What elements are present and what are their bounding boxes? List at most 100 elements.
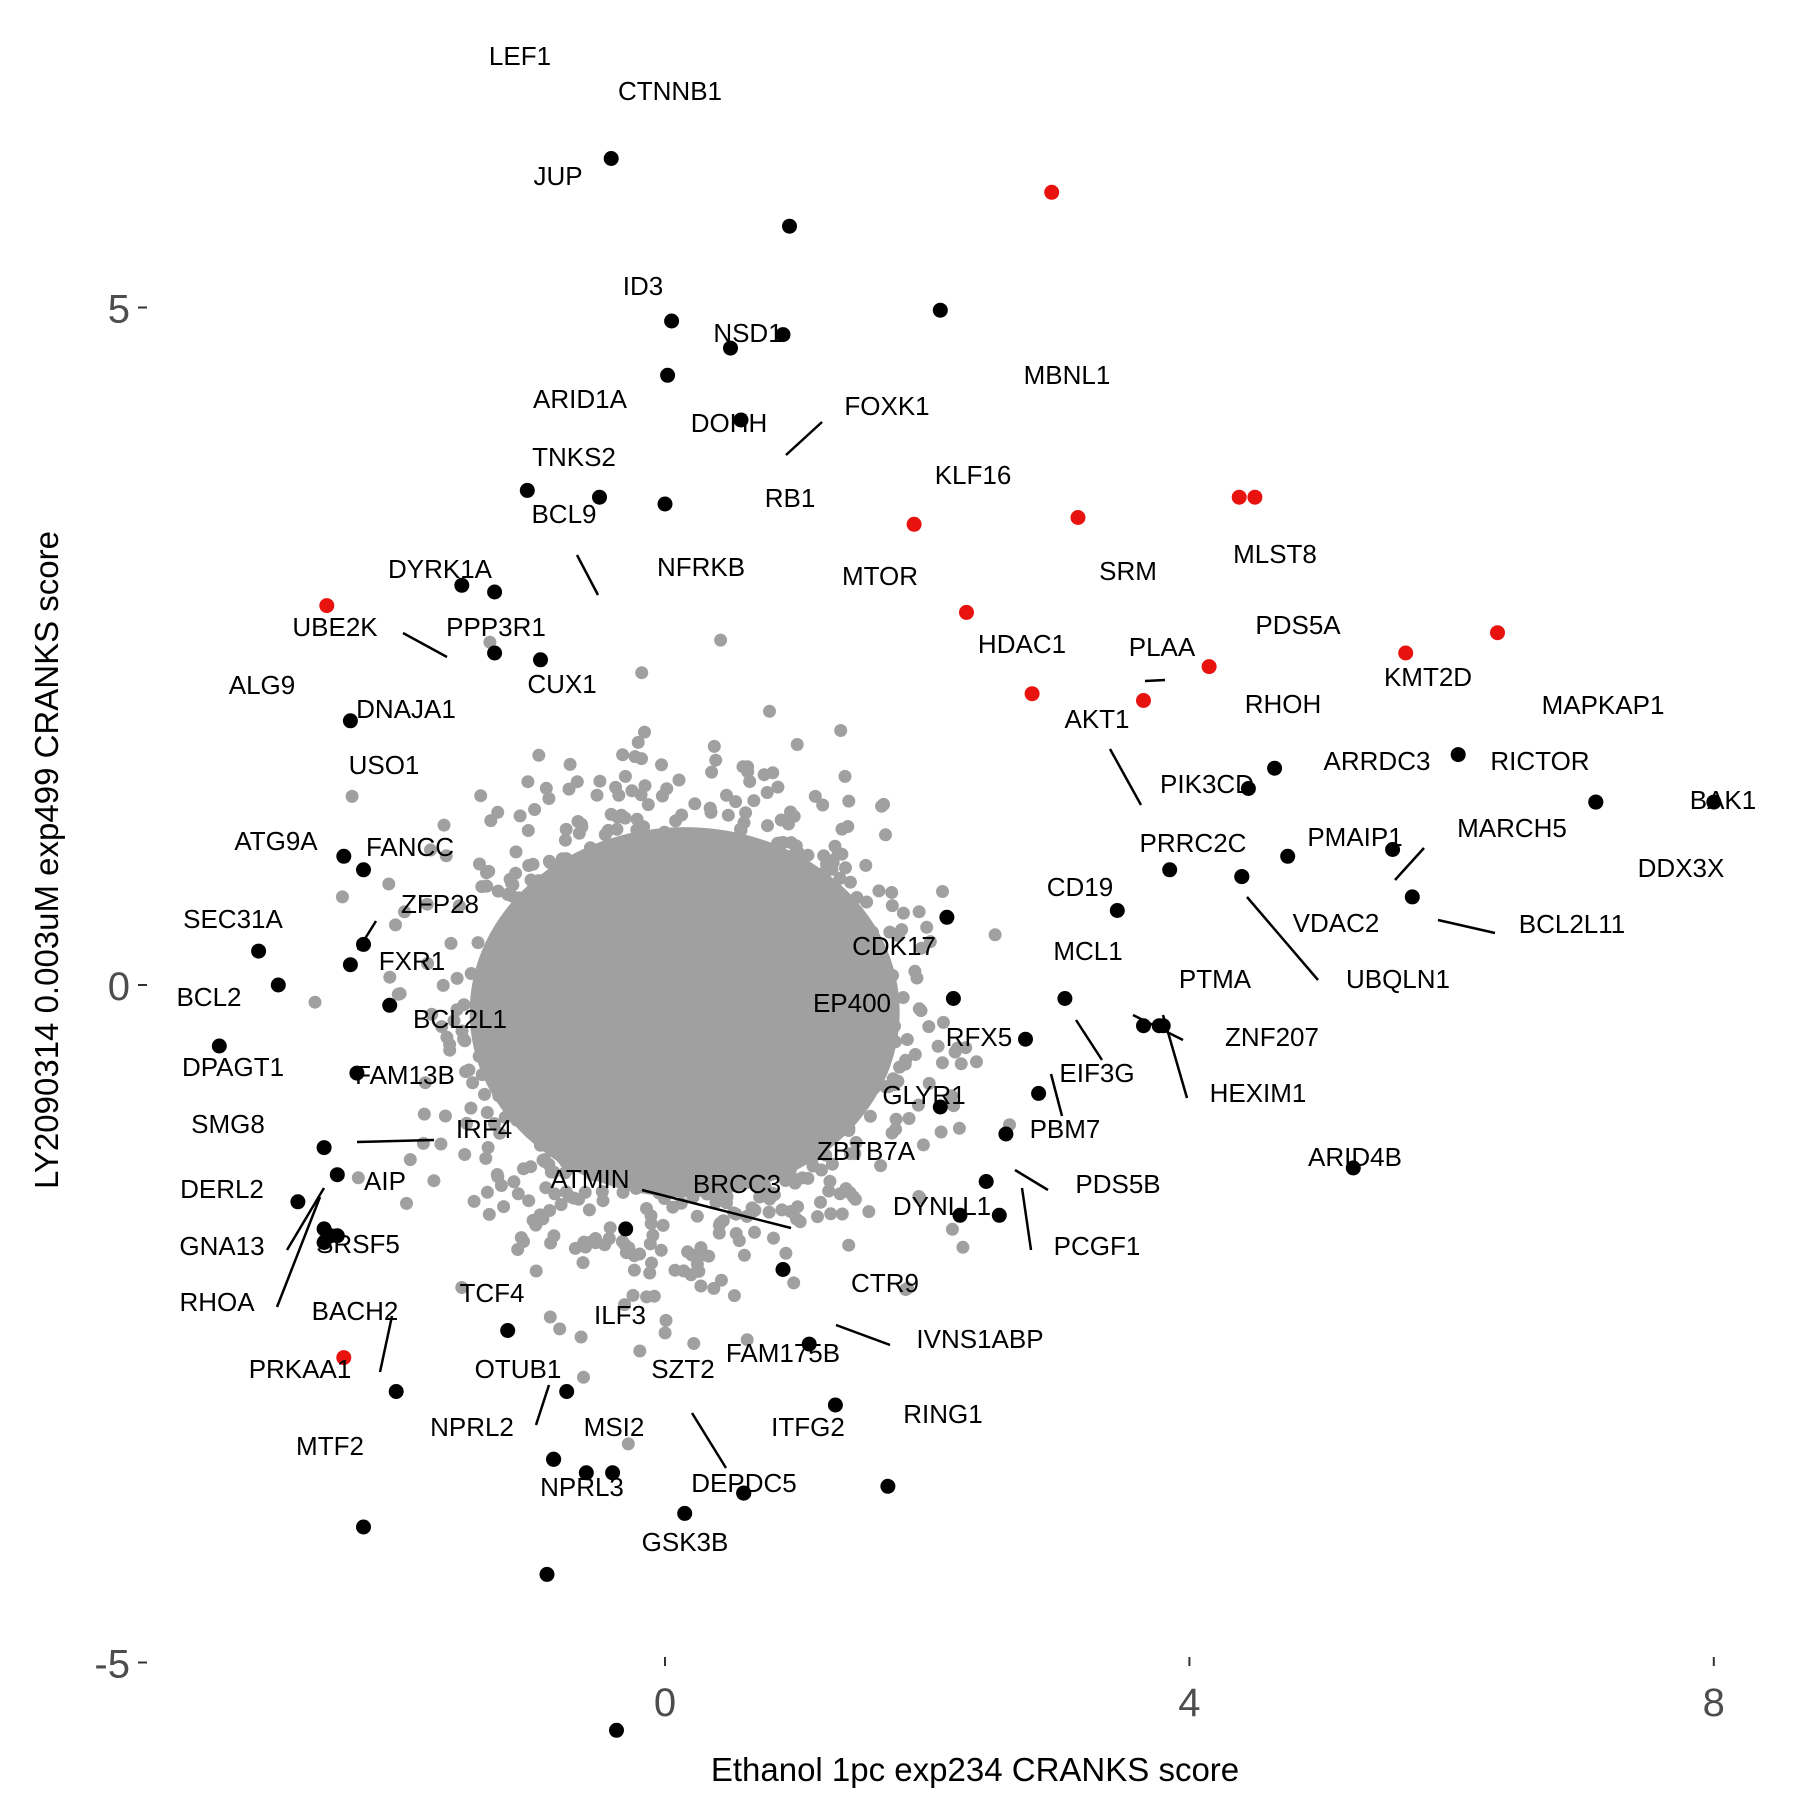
background-gene-point (627, 1249, 641, 1263)
background-gene-point (618, 811, 632, 825)
gene-label: KLF16 (935, 460, 1012, 490)
label-connector (1108, 748, 1143, 806)
background-gene-point (582, 1203, 596, 1217)
background-gene-point (874, 1159, 888, 1173)
gene-point (316, 1140, 332, 1156)
background-gene-point (721, 808, 735, 822)
background-gene-point (542, 854, 556, 868)
background-gene-point (345, 789, 359, 803)
gene-label: OTUB1 (475, 1354, 562, 1384)
background-gene-point (478, 1087, 491, 1101)
background-gene-point (740, 1333, 754, 1347)
background-gene-point (859, 858, 873, 872)
gene-point (733, 412, 749, 428)
background-gene-point (823, 1174, 837, 1188)
background-gene-point (912, 905, 926, 919)
gene-label: PIK3CD (1160, 769, 1254, 799)
background-gene-point (443, 1043, 457, 1057)
gene-point (388, 1384, 404, 1399)
background-gene-point (790, 738, 804, 751)
gene-point (546, 1451, 562, 1467)
x-tick-label: 4 (1178, 1681, 1200, 1725)
axes-layer: 0 4 8 -5 0 5 (94, 288, 1725, 1726)
background-gene-point (539, 781, 553, 795)
gene-label: HEXIM1 (1210, 1078, 1307, 1108)
labeled-points-layer (211, 151, 1722, 1738)
background-gene-point (418, 1076, 432, 1090)
background-gene-point (572, 826, 586, 840)
background-gene-point (885, 886, 899, 899)
gene-point (932, 1099, 948, 1115)
background-gene-point (784, 836, 798, 850)
background-gene-point (737, 816, 751, 830)
background-gene-point (922, 1076, 936, 1090)
background-gene-point (480, 1106, 494, 1119)
background-gene-point (521, 824, 535, 837)
background-gene-point (716, 1214, 730, 1228)
background-gene-point (893, 1060, 907, 1074)
gene-label: DDX3X (1638, 853, 1725, 883)
background-gene-point (434, 1137, 448, 1151)
background-gene-point (694, 1279, 708, 1293)
gene-point (487, 584, 503, 600)
gene-label: SRSF5 (316, 1229, 400, 1259)
gene-point (1240, 781, 1256, 796)
label-connector (641, 1188, 792, 1230)
background-gene-point (658, 1326, 672, 1340)
gene-label: RFX5 (946, 1022, 1012, 1052)
label-connector (1246, 896, 1319, 981)
label-connector (402, 631, 448, 659)
gene-label: PMAIP1 (1307, 822, 1402, 852)
background-gene-point (610, 822, 624, 836)
background-gene-point (655, 758, 668, 772)
background-gene-point (779, 1174, 792, 1187)
gene-point (342, 957, 358, 973)
gene-label: BCL2L11 (1519, 909, 1626, 939)
gene-label: PTMA (1179, 964, 1252, 994)
gene-label: GLYR1 (882, 1080, 965, 1110)
background-gene-point (452, 899, 466, 913)
background-gene-point (638, 725, 651, 739)
background-gene-point (473, 857, 486, 871)
background-gene-point (820, 857, 833, 871)
gene-label: PLAA (1129, 632, 1196, 662)
gene-label: FOXK1 (844, 391, 929, 421)
gene-point (991, 1207, 1007, 1223)
background-gene-point (705, 765, 719, 779)
gene-label: FAM13B (355, 1060, 455, 1090)
background-gene-point (633, 1344, 647, 1358)
gene-label: ARRDC3 (1324, 746, 1431, 776)
gene-label: DPAGT1 (182, 1052, 284, 1082)
x-tick-label: 8 (1703, 1681, 1725, 1725)
gene-label: BCL2 (176, 982, 241, 1012)
gene-point (782, 218, 797, 234)
gene-label: BACH2 (312, 1296, 399, 1326)
background-gene-point (641, 798, 655, 812)
gene-point (664, 313, 680, 329)
background-gene-point (811, 1210, 824, 1224)
background-gene-point (956, 1240, 970, 1254)
gene-point (1450, 747, 1466, 763)
gene-point (519, 482, 535, 498)
label-connector (835, 1323, 891, 1347)
background-gene-point (529, 1264, 543, 1278)
background-gene-point (748, 1225, 761, 1239)
background-gene-point (882, 1080, 896, 1094)
background-gene-point (875, 799, 889, 813)
gene-point (336, 1350, 352, 1366)
background-gene-point (574, 1330, 588, 1344)
background-gene-point (954, 1057, 968, 1071)
background-gene-point (922, 1020, 936, 1034)
gene-label: RHOH (1245, 689, 1322, 719)
gene-label: NPRL2 (430, 1412, 514, 1442)
label-connector (275, 1196, 322, 1308)
gene-point (660, 367, 676, 383)
gene-point (1280, 848, 1296, 864)
background-gene-point (638, 779, 652, 793)
background-gene-point (543, 1310, 557, 1324)
background-gene-point (577, 1370, 590, 1384)
gene-label: PRKAA1 (249, 1354, 352, 1384)
y-axis-title: LY2090314 0.003uM exp499 CRANKS score (28, 531, 65, 1189)
background-gene-point (767, 1231, 780, 1245)
gene-point (775, 327, 791, 343)
